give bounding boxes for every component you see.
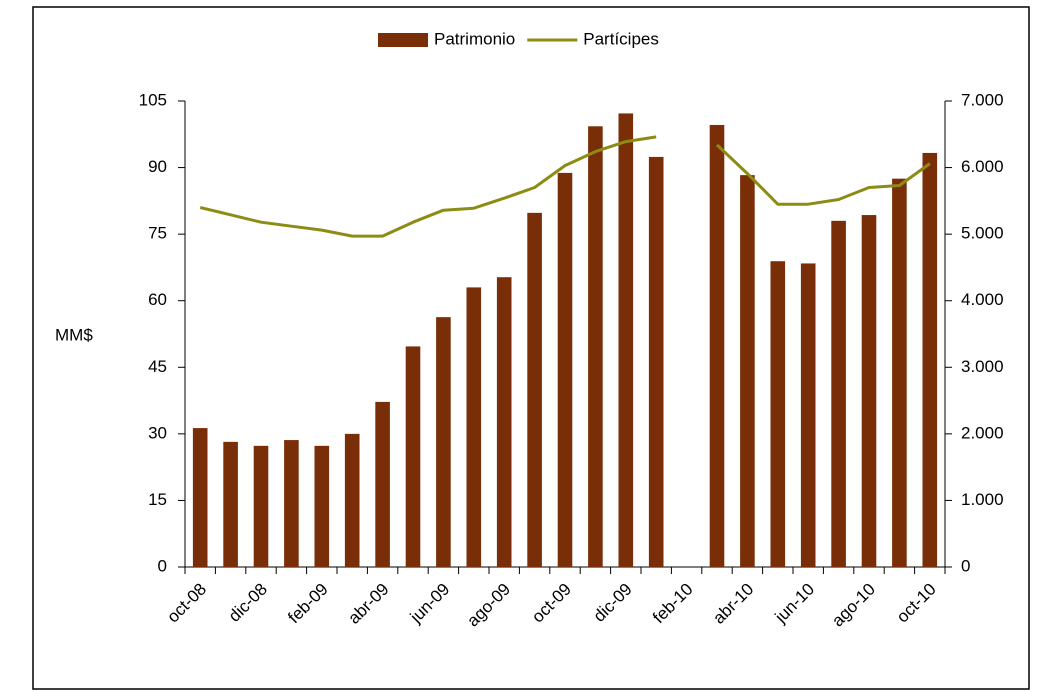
y-tick-label: 30 <box>148 423 167 442</box>
bar <box>922 152 938 567</box>
bar <box>405 346 421 567</box>
bar <box>375 401 390 567</box>
y2-tick-label: 2.000 <box>961 423 1004 442</box>
bar <box>770 261 786 567</box>
bar <box>284 440 299 567</box>
bar <box>648 156 664 568</box>
y2-tick-label: 1.000 <box>961 490 1004 509</box>
bar <box>588 126 603 567</box>
bar <box>496 277 512 567</box>
y-tick-label: 105 <box>139 90 167 109</box>
legend-label: Partícipes <box>583 29 659 48</box>
bar <box>253 445 269 567</box>
legend-label: Patrimonio <box>434 29 515 48</box>
bar <box>740 175 755 567</box>
bar <box>861 215 877 567</box>
y-tick-label: 0 <box>158 556 167 575</box>
bar <box>436 317 451 567</box>
y2-tick-label: 0 <box>961 556 970 575</box>
y-tick-label: 90 <box>148 157 167 176</box>
bar <box>557 172 573 567</box>
bar <box>527 212 542 567</box>
y-tick-label: 75 <box>148 224 167 243</box>
y2-tick-label: 7.000 <box>961 90 1004 109</box>
bar <box>466 287 482 567</box>
y2-tick-label: 5.000 <box>961 224 1004 243</box>
bar <box>831 220 846 568</box>
line <box>199 135 931 238</box>
bar <box>800 263 816 567</box>
bar <box>314 445 330 567</box>
legend-swatch <box>378 33 428 47</box>
bar <box>223 441 238 567</box>
bar <box>709 124 725 568</box>
y-tick-label: 60 <box>148 290 167 309</box>
bar <box>192 428 208 567</box>
y-axis-label: MM$ <box>55 325 93 344</box>
bar <box>618 113 634 567</box>
y2-tick-label: 4.000 <box>961 290 1004 309</box>
y-tick-label: 15 <box>148 490 167 509</box>
bar <box>344 433 360 567</box>
bar <box>892 178 907 567</box>
y-tick-label: 45 <box>148 357 167 376</box>
y2-tick-label: 3.000 <box>961 357 1004 376</box>
y2-tick-label: 6.000 <box>961 157 1004 176</box>
